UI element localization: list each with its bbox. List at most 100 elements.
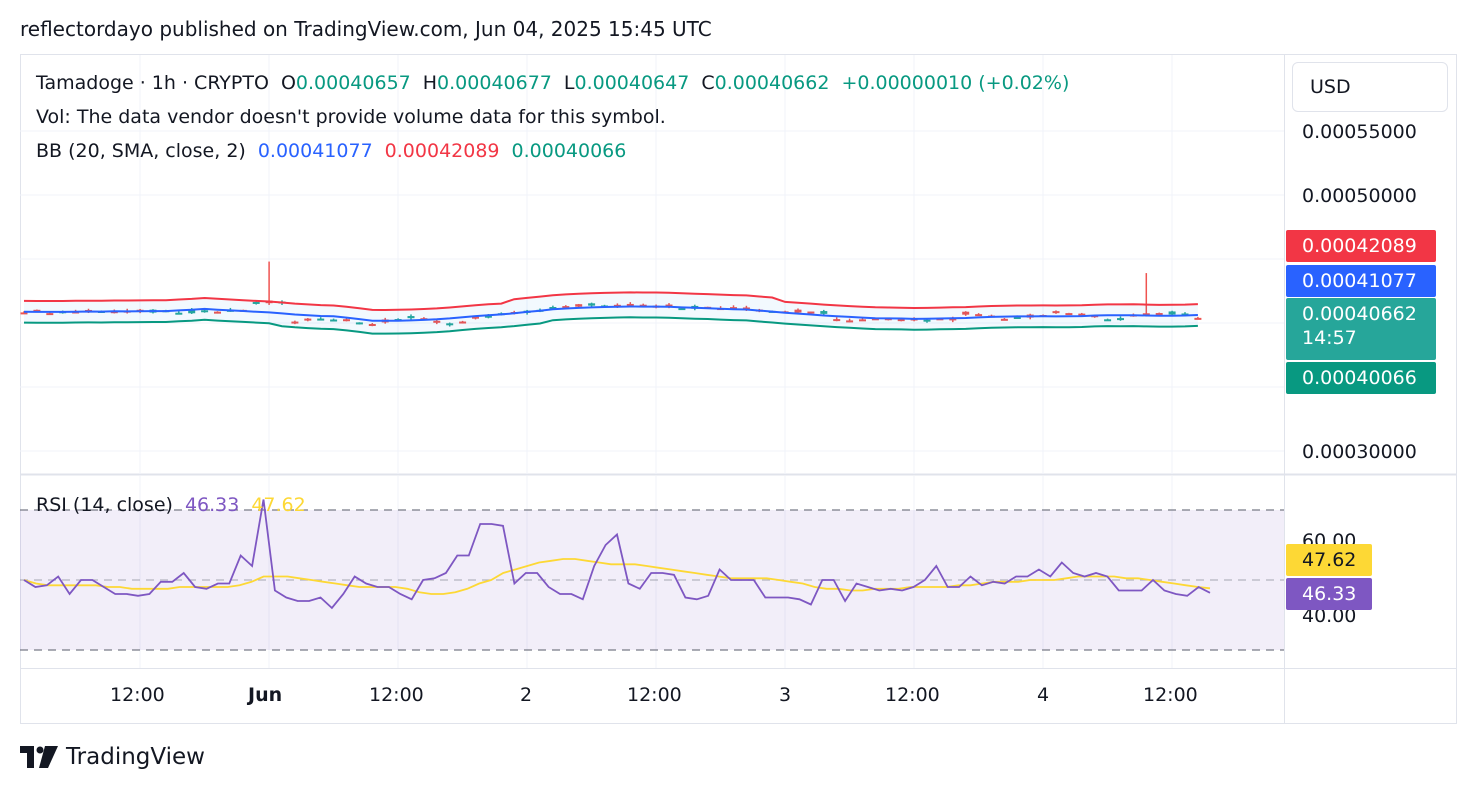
candle-body (1142, 313, 1150, 316)
bb-upper-line (23, 291, 1198, 312)
candle-body (665, 304, 673, 307)
candle-body (897, 319, 905, 322)
candle-body (368, 324, 376, 327)
bb-lower-tag: 0.00040066 (1286, 362, 1436, 394)
candle-body (304, 318, 312, 321)
low-label: L (563, 72, 575, 94)
grid (20, 55, 1456, 723)
symbol-legend: Tamadoge · 1h · CRYPTO O0.00040657 H0.0004… (36, 72, 1075, 94)
open-label: O (280, 72, 296, 94)
candle-body (575, 304, 583, 307)
tradingview-logo-icon (20, 746, 58, 768)
candle-body (343, 319, 350, 322)
candle-body (459, 321, 467, 324)
change-value: +0.00000010 (+0.02%) (841, 72, 1070, 94)
tradingview-wordmark: TradingView (66, 744, 205, 770)
candle-body (433, 320, 441, 323)
price-pane (20, 261, 1202, 335)
candle-body (962, 311, 970, 315)
candle-body (549, 306, 557, 309)
candle-body (46, 313, 54, 316)
rsi-line (23, 499, 1211, 610)
chart-frame[interactable] (20, 54, 1457, 724)
price-tick: 0.00050000 (1302, 185, 1417, 207)
low-value: 0.00040647 (574, 72, 690, 94)
candle-body (588, 303, 596, 306)
high-label: H (422, 72, 438, 94)
candle-body (252, 301, 260, 304)
candle-body (923, 319, 931, 322)
time-tick: 12:00 (110, 684, 165, 706)
candle-body (355, 322, 363, 325)
candle-body (20, 312, 28, 315)
candle-body (291, 321, 299, 324)
rsi-ma-tag: 47.62 (1286, 544, 1372, 576)
bb-basis-value: 0.00041077 (257, 140, 373, 162)
candle-body (201, 310, 209, 313)
bb-basis-line (23, 305, 1198, 322)
candle-body (1155, 313, 1163, 316)
candle-body (407, 316, 415, 319)
rsi-ma-value: 47.62 (251, 494, 306, 516)
rsi-tag: 46.33 (1286, 578, 1372, 610)
rsi-pane (20, 499, 1284, 651)
bb-label: BB (20, SMA, close, 2) (36, 140, 246, 162)
bb-lower-line (23, 316, 1198, 335)
bb-lower-value: 0.00040066 (511, 140, 627, 162)
rsi-label: RSI (14, close) (36, 494, 173, 516)
volume-note: Vol: The data vendor doesn't provide vol… (36, 106, 666, 128)
last-price-tag: 0.00040662 14:57 (1286, 298, 1436, 360)
candle-body (188, 309, 196, 314)
last-price-value: 0.00040662 (1302, 303, 1417, 325)
bb-legend[interactable]: BB (20, SMA, close, 2) 0.00041077 0.000420… (36, 140, 632, 162)
time-tick: 12:00 (885, 684, 940, 706)
candle-body (1013, 316, 1021, 319)
candle-body (562, 306, 570, 309)
candle-body (1194, 317, 1202, 320)
candle-body (317, 318, 325, 321)
publish-header: reflectordayo published on TradingView.c… (20, 17, 712, 41)
candle-body (175, 312, 183, 315)
candle-body (626, 303, 634, 306)
bb-upper-tag: 0.00042089 (1286, 230, 1436, 262)
candle-body (1065, 313, 1073, 316)
time-tick: 12:00 (627, 684, 682, 706)
candle-body (330, 319, 338, 322)
price-tick: 0.00055000 (1302, 121, 1417, 143)
symbol-title[interactable]: Tamadoge · 1h · CRYPTO (36, 72, 269, 94)
candle-body (820, 311, 828, 314)
tradingview-logo[interactable]: TradingView (20, 744, 205, 770)
candle-body (794, 309, 802, 313)
candle-body (446, 323, 454, 326)
high-value: 0.00040677 (437, 72, 552, 94)
time-tick: 3 (779, 684, 792, 706)
rsi-value: 46.33 (184, 494, 240, 516)
time-tick: Jun (248, 684, 283, 706)
candle-body (678, 308, 686, 311)
candle-body (846, 320, 854, 323)
candle-body (1181, 313, 1189, 316)
candle-body (730, 307, 737, 310)
candle-body (871, 318, 879, 321)
candle-body (1078, 313, 1086, 316)
candle-body (214, 311, 221, 314)
close-value: 0.00040662 (714, 72, 830, 94)
price-tick: 0.00030000 (1302, 441, 1417, 463)
candle-body (807, 311, 815, 314)
candle-body (1052, 311, 1060, 314)
rsi-legend[interactable]: RSI (14, close) 46.33 47.62 (36, 494, 312, 516)
close-label: C (701, 72, 715, 94)
time-tick: 4 (1037, 684, 1050, 706)
time-tick: 12:00 (369, 684, 424, 706)
candle-body (33, 309, 41, 312)
candle-body (859, 319, 866, 322)
candle-body (1168, 311, 1176, 315)
candle-body (1117, 318, 1124, 321)
bb-fill (24, 292, 1198, 334)
currency-button[interactable]: USD (1292, 62, 1448, 112)
time-tick: 12:00 (1143, 684, 1198, 706)
bb-upper-value: 0.00042089 (384, 140, 500, 162)
bar-countdown: 14:57 (1302, 327, 1357, 349)
open-value: 0.00040657 (295, 72, 411, 94)
